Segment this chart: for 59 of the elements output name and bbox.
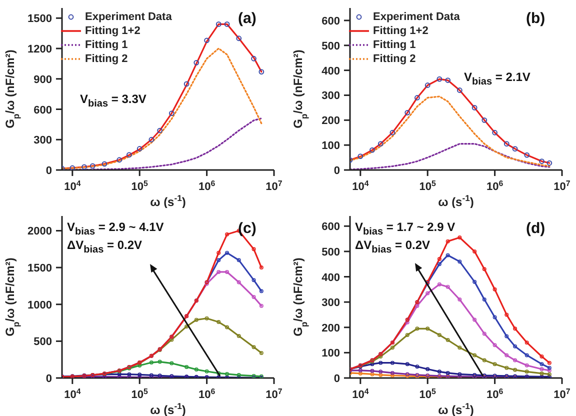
legend-label: Experiment Data [373,10,460,24]
annotation: ΔV$_{bias}$ = 0.2V [67,238,142,256]
legend-label: Fitting 2 [373,52,416,66]
y-tick-label: 1000 [28,299,52,312]
y-tick-label: 2000 [28,226,52,238]
x-tick-label: 10$^{7}$ [554,386,571,401]
y-tick-label: 500 [34,336,52,348]
y-tick-label: 0 [334,373,340,385]
annotation: V$_{bias}$ = 3.3V [80,92,146,110]
y-tick-label: 100 [322,348,340,360]
annotation: ΔV$_{bias}$ = 0.2V [355,238,430,256]
y-tick-label: 500 [322,246,340,258]
legend-label: Fitting 2 [85,52,128,66]
annotation: V$_{bias}$ = 2.9 ~ 4.1V [67,220,164,238]
y-tick-label: 1500 [28,262,52,275]
x-tick-label: 10$^{4}$ [352,386,370,401]
x-tick-label: 10$^{6}$ [486,178,504,193]
y-tick-label: 0 [46,373,52,385]
x-tick-label: 10$^{7}$ [554,178,571,193]
y-tick-label: 300 [34,134,52,147]
x-tick-label: 10$^{5}$ [131,178,149,193]
x-tick-label: 10$^{6}$ [198,386,216,401]
x-tick-label: 10$^{6}$ [198,178,216,193]
y-tick-label: 200 [322,322,340,334]
y-tick-label: 0 [46,165,52,177]
y-tick-label: 0 [334,165,340,177]
legend-label: Experiment Data [85,10,172,24]
y-tick-label: 900 [34,74,52,86]
annotation: (b) [526,10,546,27]
legend-label: Fitting 1 [373,38,416,52]
legend-label: Fitting 1+2 [373,24,428,38]
y-tick-label: 300 [322,90,340,102]
annotation: (a) [238,10,256,27]
y-tick-label: 400 [322,65,340,78]
y-tick-label: 400 [322,272,340,284]
x-tick-label: 10$^{7}$ [266,178,283,193]
x-tick-label: 10$^{7}$ [266,386,283,401]
y-tick-label: 200 [322,115,340,128]
annotation: V$_{bias}$ = 1.7 ~ 2.9 V [355,220,456,238]
y-tick-label: 1200 [28,44,52,56]
y-tick-label: 600 [34,104,52,116]
x-tick-label: 10$^{4}$ [64,178,82,193]
legend-label: Fitting 1 [85,38,128,52]
y-tick-label: 600 [322,15,340,28]
x-tick-label: 10$^{5}$ [419,178,437,193]
y-tick-label: 600 [322,221,340,234]
annotation: (d) [526,220,546,237]
x-tick-label: 10$^{4}$ [64,386,82,401]
x-tick-label: 10$^{4}$ [352,178,370,193]
x-tick-label: 10$^{5}$ [419,386,437,401]
y-tick-label: 500 [322,40,340,52]
y-tick-label: 1500 [28,13,52,26]
y-tick-label: 100 [322,140,340,152]
y-tick-label: 300 [322,297,340,310]
x-tick-label: 10$^{6}$ [486,386,504,401]
annotation: V$_{bias}$ = 2.1V [464,70,530,88]
x-tick-label: 10$^{5}$ [131,386,149,401]
annotation: (c) [238,220,256,237]
legend-label: Fitting 1+2 [85,24,140,38]
